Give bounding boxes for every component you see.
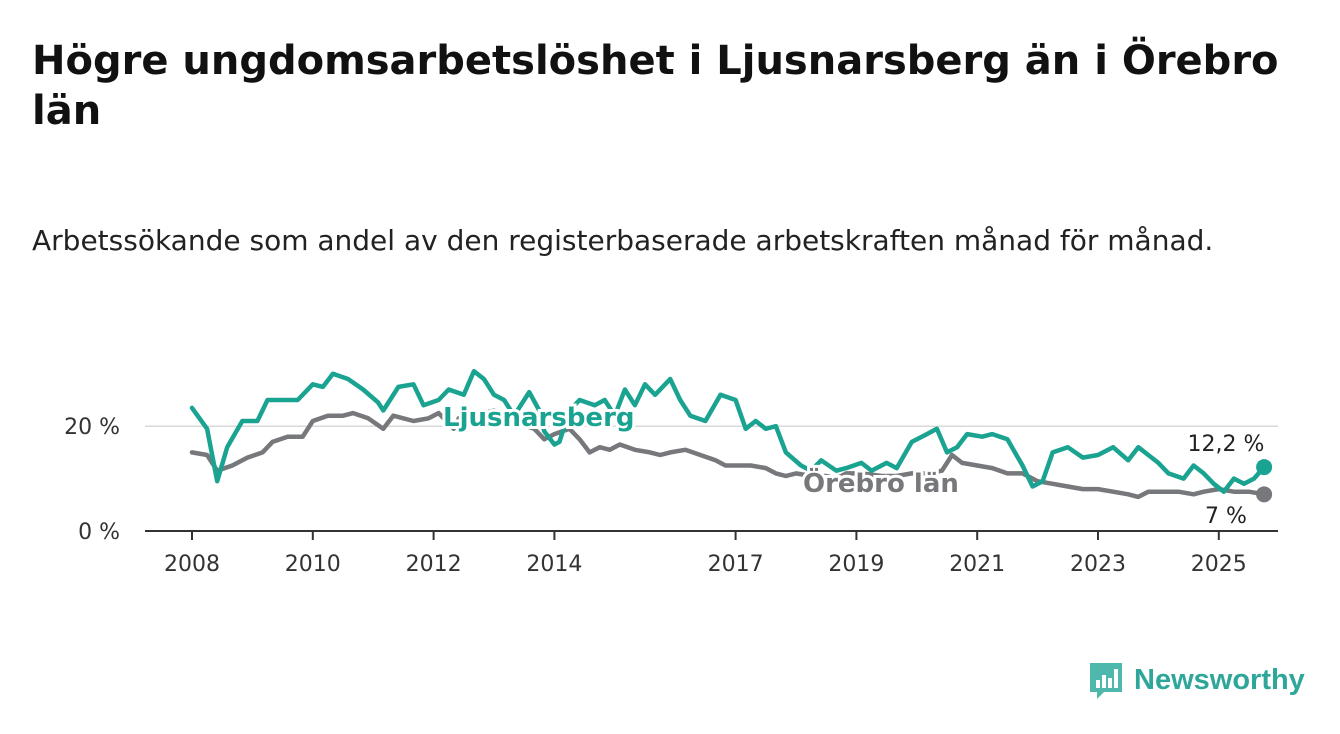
x-tick-label: 2014 <box>526 552 582 577</box>
brand: Newsworthy <box>1088 660 1305 700</box>
series-lines <box>189 368 1273 503</box>
end-value-label-ljusnarsberg: 12,2 % <box>1188 432 1265 457</box>
x-tick-label: 2012 <box>406 552 462 577</box>
chart-title: Högre ungdomsarbetslöshet i Ljusnarsberg… <box>32 38 1279 134</box>
brand-name: Newsworthy <box>1134 663 1305 696</box>
series-line-ljusnarsberg <box>189 368 1267 494</box>
x-tick-label: 2008 <box>164 552 220 577</box>
y-tick-label: 20 % <box>64 415 120 440</box>
end-value-label-orebro-lan: 7 % <box>1205 504 1247 529</box>
x-tick-label: 2021 <box>949 552 1005 577</box>
series-label-orebro-lan: Örebro län <box>803 466 959 499</box>
y-tick-label: 0 % <box>78 520 120 545</box>
x-tick-label: 2019 <box>828 552 884 577</box>
line-chart: 0 % 20 % 2008 2010 2012 2014 2017 2019 2021 2023… <box>64 368 1278 577</box>
end-point-ljusnarsberg <box>1256 459 1273 476</box>
x-tick-label: 2017 <box>708 552 764 577</box>
x-tick-label: 2025 <box>1191 552 1247 577</box>
newsworthy-logo-icon <box>1090 663 1122 699</box>
x-tick-label: 2010 <box>285 552 341 577</box>
end-point-orebro-lan <box>1256 486 1273 503</box>
x-tick-label: 2023 <box>1070 552 1126 577</box>
series-label-ljusnarsberg: Ljusnarsberg <box>443 403 635 433</box>
series-line-orebro-lan <box>189 408 1267 500</box>
gridlines: 0 % 20 % <box>64 415 1278 545</box>
x-axis: 2008 2010 2012 2014 2017 2019 2021 2023 2025 <box>145 530 1278 577</box>
series-labels: Ljusnarsberg 12,2 % Örebro län 7 % <box>440 400 1267 532</box>
chart-subtitle: Arbetssökande som andel av den registerb… <box>32 224 1214 257</box>
